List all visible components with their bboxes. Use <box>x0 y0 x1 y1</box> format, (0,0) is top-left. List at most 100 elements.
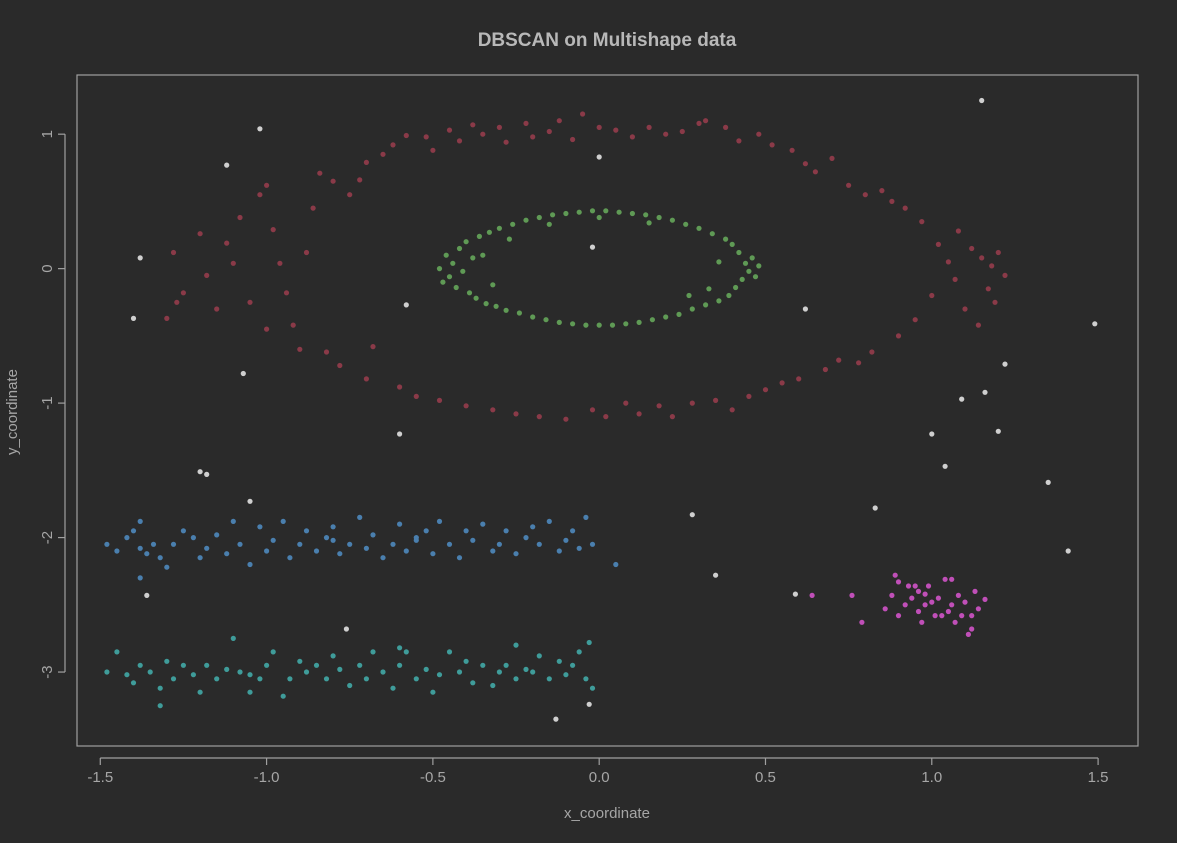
point-cluster-4-6 <box>157 685 163 691</box>
point-cluster-1-36 <box>470 122 476 128</box>
point-cluster-5-4 <box>889 592 895 599</box>
point-cluster-2-34 <box>616 209 622 215</box>
point-cluster-0-4 <box>137 255 143 261</box>
point-cluster-1-58 <box>656 403 662 409</box>
point-cluster-3-63 <box>137 518 143 525</box>
point-cluster-1-70 <box>756 131 762 137</box>
point-cluster-1-81 <box>846 182 852 188</box>
point-cluster-3-47 <box>490 548 496 554</box>
point-cluster-1-60 <box>669 414 676 420</box>
point-cluster-1-2 <box>170 249 177 256</box>
point-cluster-4-31 <box>357 662 363 668</box>
point-cluster-4-0 <box>104 669 110 675</box>
point-cluster-3-52 <box>530 524 536 530</box>
point-cluster-0-29 <box>586 701 592 707</box>
point-cluster-5-12 <box>915 588 922 595</box>
point-cluster-1-38 <box>490 407 496 413</box>
point-cluster-2-57 <box>746 268 752 274</box>
point-cluster-4-22 <box>280 693 286 699</box>
point-cluster-3-45 <box>470 537 476 543</box>
point-cluster-5-18 <box>929 599 935 605</box>
point-cluster-0-30 <box>553 716 559 722</box>
y-tick-label: -2 <box>39 531 56 544</box>
point-cluster-2-49 <box>716 298 722 304</box>
point-cluster-2-11 <box>473 295 479 301</box>
point-cluster-0-26 <box>144 592 150 599</box>
point-cluster-4-21 <box>270 649 276 655</box>
point-cluster-1-17 <box>310 205 316 211</box>
point-cluster-5-30 <box>965 631 972 638</box>
point-cluster-5-13 <box>915 608 922 615</box>
point-cluster-3-43 <box>456 555 463 561</box>
point-cluster-2-27 <box>570 321 576 327</box>
x-tick-label: 1.5 <box>1088 769 1109 786</box>
point-cluster-3-7 <box>157 555 163 561</box>
point-cluster-1-53 <box>613 127 619 133</box>
point-cluster-3-17 <box>237 541 243 547</box>
point-cluster-1-93 <box>945 259 952 265</box>
point-cluster-4-51 <box>523 666 529 673</box>
point-cluster-1-40 <box>503 139 509 145</box>
point-cluster-1-24 <box>370 344 376 350</box>
cluster-5-points <box>809 572 988 638</box>
point-cluster-1-92 <box>935 241 942 247</box>
point-cluster-1-3 <box>197 231 203 237</box>
point-cluster-2-31 <box>596 322 602 328</box>
point-cluster-4-50 <box>513 676 519 682</box>
point-cluster-2-15 <box>493 303 499 309</box>
point-cluster-3-5 <box>144 551 150 557</box>
point-cluster-4-57 <box>570 662 576 668</box>
point-cluster-4-1 <box>114 649 120 655</box>
point-cluster-1-32 <box>436 397 443 403</box>
point-cluster-5-2 <box>859 619 865 625</box>
point-cluster-5-15 <box>922 602 928 608</box>
point-cluster-1-57 <box>646 124 652 130</box>
point-cluster-2-61 <box>480 252 486 258</box>
point-cluster-2-59 <box>752 274 759 280</box>
point-cluster-2-18 <box>510 221 516 227</box>
point-cluster-0-12 <box>982 389 988 395</box>
point-cluster-4-61 <box>589 685 596 691</box>
point-cluster-2-20 <box>523 217 529 223</box>
point-cluster-2-58 <box>749 255 755 261</box>
x-tick-label: -1.0 <box>254 769 280 786</box>
point-cluster-0-15 <box>929 431 935 437</box>
point-cluster-1-97 <box>969 245 975 252</box>
point-cluster-1-63 <box>696 120 702 126</box>
point-cluster-1-55 <box>629 134 636 140</box>
y-axis: 1 0 -1 -2 -3 <box>39 130 66 679</box>
point-cluster-1-95 <box>955 228 962 234</box>
point-cluster-3-64 <box>330 537 336 543</box>
point-cluster-3-34 <box>380 555 386 561</box>
point-cluster-4-17 <box>237 669 243 675</box>
point-cluster-1-44 <box>536 414 542 420</box>
x-tick-label: -1.5 <box>87 769 113 786</box>
point-cluster-4-58 <box>576 649 582 655</box>
point-cluster-1-94 <box>952 276 958 282</box>
point-cluster-4-26 <box>313 662 320 668</box>
point-cluster-4-16 <box>230 635 236 642</box>
point-cluster-4-56 <box>563 672 569 678</box>
point-cluster-2-37 <box>636 319 642 325</box>
point-cluster-2-32 <box>603 208 609 214</box>
y-tick-label: -1 <box>39 396 56 409</box>
point-cluster-1-6 <box>230 260 236 266</box>
point-cluster-0-9 <box>1092 321 1098 327</box>
point-cluster-4-28 <box>330 653 336 659</box>
point-cluster-4-62 <box>513 642 519 648</box>
point-cluster-3-11 <box>190 535 196 541</box>
point-cluster-3-15 <box>224 551 230 557</box>
y-tick-label: 1 <box>39 130 56 138</box>
point-cluster-4-41 <box>436 672 443 678</box>
point-cluster-4-45 <box>470 680 476 686</box>
point-cluster-1-108 <box>323 349 330 355</box>
point-cluster-1-1 <box>180 290 186 296</box>
x-axis-label: x_coordinate <box>564 805 650 822</box>
point-cluster-2-3 <box>446 274 453 280</box>
point-cluster-0-7 <box>403 302 409 308</box>
point-cluster-0-22 <box>872 505 878 511</box>
point-cluster-3-28 <box>330 524 336 530</box>
point-cluster-2-24 <box>550 212 556 218</box>
point-cluster-2-43 <box>676 311 682 317</box>
point-cluster-1-14 <box>290 322 296 328</box>
